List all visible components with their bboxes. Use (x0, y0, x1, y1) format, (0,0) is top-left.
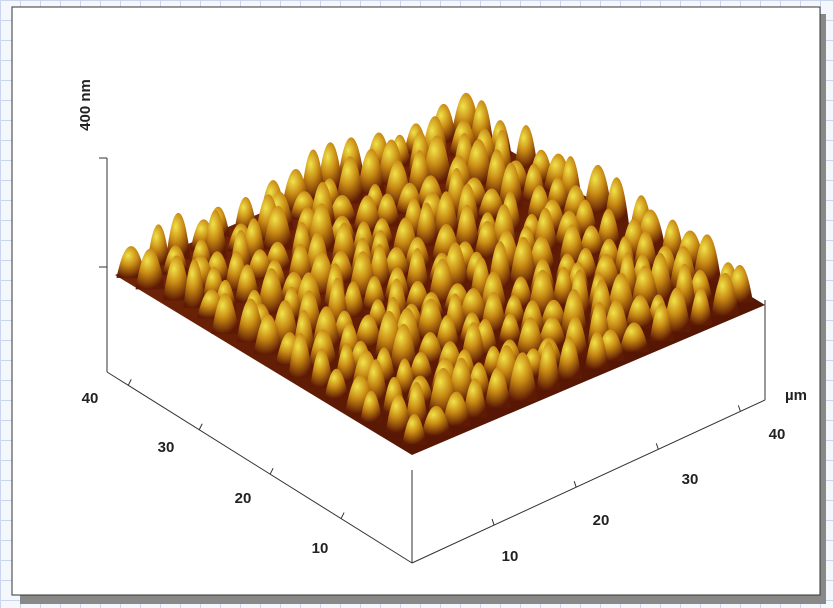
left-tick-label: 10 (312, 540, 329, 557)
left-tick-label: 30 (158, 439, 175, 456)
figure: 400 nm µm 40 30 20 10 10 20 30 40 (0, 0, 833, 608)
right-tick-label: 20 (593, 512, 610, 529)
left-tick-label: 20 (235, 490, 252, 507)
right-tick-label: 30 (682, 471, 699, 488)
right-tick-label: 40 (769, 426, 786, 443)
right-tick-label: 10 (502, 548, 519, 565)
page: 400 nm µm 40 30 20 10 10 20 30 40 (() =>… (0, 0, 833, 608)
left-tick-label: 40 (82, 390, 99, 407)
z-label: 400 nm (77, 79, 94, 131)
unit-label: µm (785, 387, 807, 404)
